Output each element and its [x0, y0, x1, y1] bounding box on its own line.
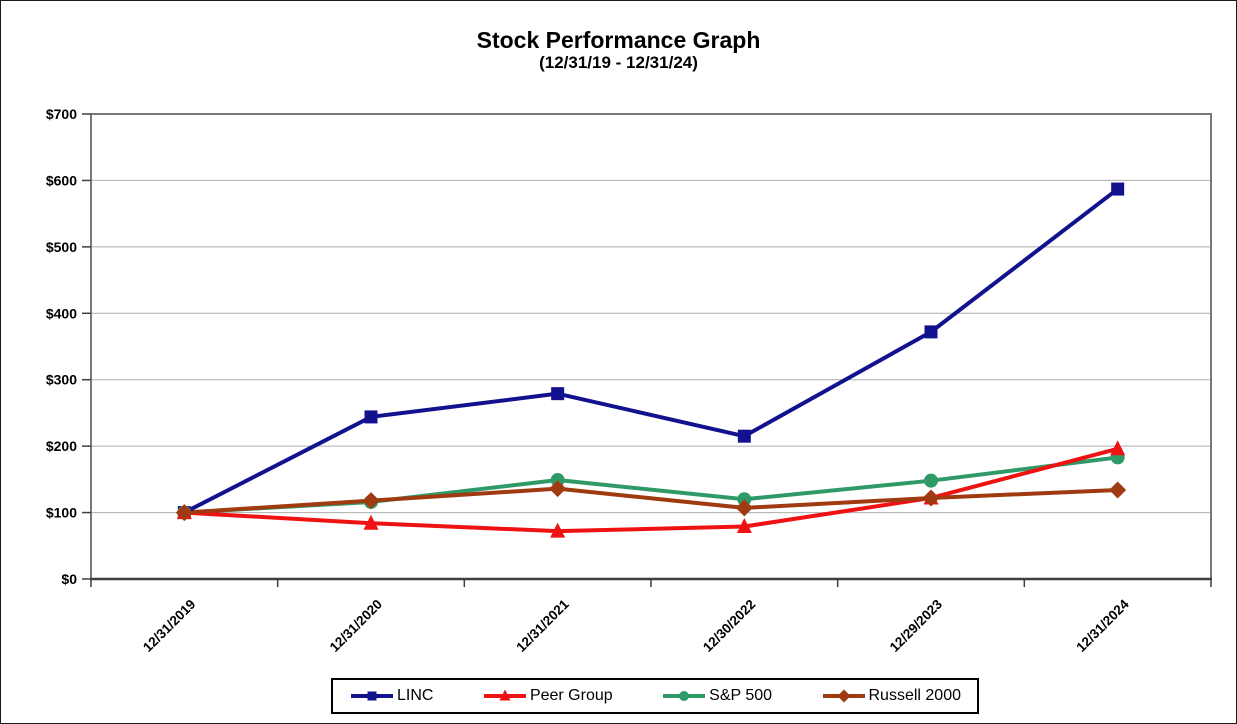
series-markers-russell-2000 — [175, 480, 1127, 522]
data-point-circle — [679, 691, 690, 701]
data-point-diamond — [549, 480, 567, 498]
data-point-square — [1111, 182, 1125, 196]
x-tick-label: 12/31/2021 — [513, 596, 572, 655]
legend-item-russell-2000: Russell 2000 — [821, 687, 962, 705]
series-line-russell-2000 — [182, 486, 1120, 515]
legend-triangle-icon — [483, 689, 526, 701]
chart-title: Stock Performance Graph — [476, 27, 761, 53]
data-point-diamond — [1109, 481, 1127, 499]
series-line-peer-group — [182, 446, 1120, 534]
data-point-diamond — [837, 689, 850, 703]
data-point-square — [924, 325, 938, 339]
x-tick-label: 12/30/2022 — [700, 597, 758, 655]
data-point-diamond — [362, 492, 380, 510]
y-tick-label: $700 — [46, 106, 77, 122]
data-point-square — [364, 410, 378, 424]
data-point-circle — [737, 492, 752, 507]
y-tick-label: $100 — [46, 505, 77, 521]
x-tick-label: 12/31/2020 — [327, 597, 385, 655]
data-point-triangle — [499, 689, 511, 701]
legend: LINC Peer Group S&P 500 Russell 2000 — [331, 678, 979, 714]
y-tick-label: $400 — [46, 305, 77, 321]
data-point-triangle — [1110, 440, 1126, 456]
data-point-triangle — [550, 522, 566, 538]
x-tick-label: 12/29/2023 — [887, 596, 946, 655]
data-point-diamond — [922, 489, 940, 507]
chart-subtitle: (12/31/19 - 12/31/24) — [539, 53, 698, 73]
x-tick-label: 12/31/2019 — [140, 597, 198, 655]
legend-label-peer-group: Peer Group — [529, 687, 613, 704]
data-point-square — [551, 387, 565, 401]
legend-item-linc: LINC — [349, 687, 433, 705]
data-point-circle — [550, 473, 565, 488]
series-line-linc — [182, 187, 1120, 515]
y-tick-label: $600 — [46, 172, 77, 188]
legend-square-icon — [351, 691, 393, 701]
data-point-square — [367, 691, 377, 701]
legend-label-russell-2000: Russell 2000 — [868, 687, 962, 704]
data-point-diamond — [175, 504, 193, 522]
y-tick-label: $0 — [61, 571, 77, 587]
legend-label-s-p-500: S&P 500 — [709, 687, 773, 704]
legend-label-linc: LINC — [397, 687, 434, 704]
y-tick-label: $300 — [46, 372, 77, 388]
series-markers-linc — [177, 182, 1125, 520]
chart-header: Stock Performance Graph (12/31/19 - 12/3… — [1, 27, 1236, 73]
data-point-circle — [924, 473, 938, 488]
legend-circle-icon — [663, 691, 706, 701]
data-point-triangle — [736, 518, 752, 534]
y-tick-label: $500 — [46, 239, 77, 255]
data-point-diamond — [735, 499, 753, 517]
legend-item-s-p-500: S&P 500 — [661, 687, 772, 705]
data-point-triangle — [363, 514, 379, 530]
legend-diamond-icon — [822, 689, 865, 703]
legend-item-peer-group: Peer Group — [482, 687, 613, 705]
x-tick-label: 12/31/2024 — [1073, 596, 1132, 655]
y-tick-label: $200 — [46, 438, 77, 454]
data-point-square — [737, 429, 751, 443]
